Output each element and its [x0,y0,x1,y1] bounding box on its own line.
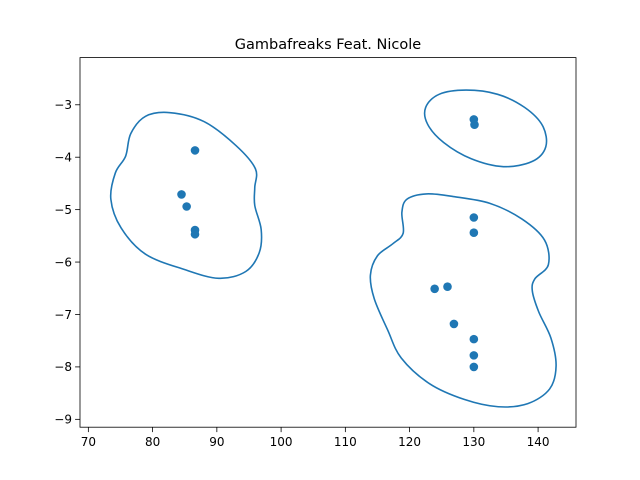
plot-frame [79,57,577,428]
data-point-14 [469,351,479,360]
x-tick-label: 70 [81,435,96,449]
cluster-contour-1 [109,111,263,280]
data-point-8 [469,213,479,222]
y-axis: −9 −8 −7 −6 −5 −4 −3 [54,98,80,427]
chart-title: Gambafreaks Feat. Nicole [235,37,421,53]
y-tick-label: −6 [54,255,72,269]
y-tick-label: −4 [54,151,72,165]
y-tick-label: −5 [54,203,72,217]
y-tick-label: −8 [54,360,72,374]
data-point-10 [430,284,439,294]
cluster-contour-3 [369,193,557,408]
x-tick-label: 110 [334,435,357,449]
point-layer [177,115,479,372]
contour-layer [109,89,557,408]
x-tick-label: 120 [398,435,421,449]
x-tick-label: 80 [145,435,160,449]
data-point-15 [469,362,479,372]
data-point-2 [177,190,186,199]
y-tick-label: −7 [54,308,72,322]
data-point-7 [470,120,479,129]
x-tick-label: 90 [209,435,224,449]
data-point-11 [443,282,452,292]
x-tick-label: 140 [527,435,550,449]
y-tick-label: −3 [54,98,72,112]
data-point-9 [469,228,479,237]
data-point-13 [469,334,479,344]
x-tick-label: 130 [462,435,485,449]
data-point-12 [449,319,459,329]
data-point-5 [190,229,200,239]
data-point-1 [190,146,200,155]
x-axis: 70 80 90 100 110 120 130 140 [81,427,550,449]
cluster-contour-2 [423,89,548,168]
data-point-3 [182,202,191,211]
y-tick-label: −9 [54,413,72,427]
x-tick-label: 100 [270,435,293,449]
